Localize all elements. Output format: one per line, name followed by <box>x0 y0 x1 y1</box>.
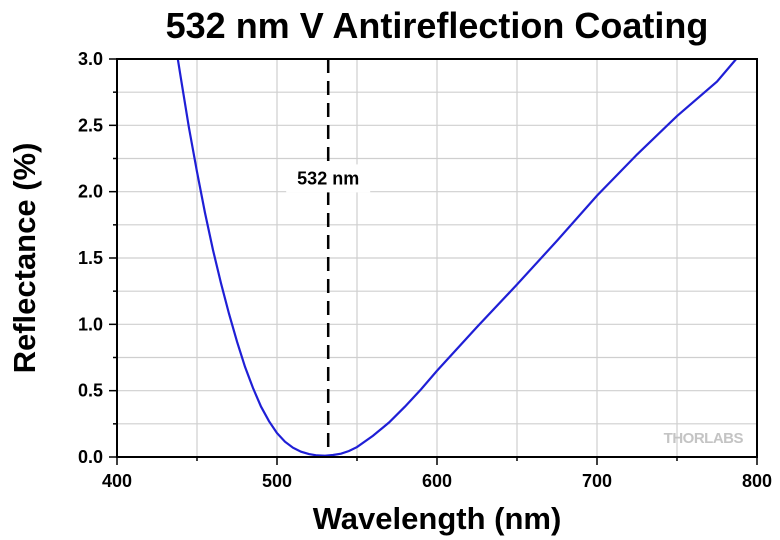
grid <box>117 59 757 457</box>
annotation-label: 532 nm <box>297 168 359 188</box>
x-tick-label: 700 <box>582 471 612 491</box>
x-tick-label: 600 <box>422 471 452 491</box>
x-tick-label: 400 <box>102 471 132 491</box>
x-tick-labels: 400 500 600 700 800 <box>102 471 772 491</box>
y-tick-label: 1.0 <box>78 314 103 334</box>
x-tick-label: 800 <box>742 471 772 491</box>
y-tick-label: 0.0 <box>78 447 103 467</box>
y-tick-label: 3.0 <box>78 49 103 69</box>
x-axis-label: Wavelength (nm) <box>313 501 562 536</box>
annotation-background <box>286 164 371 193</box>
y-tick-label: 0.5 <box>78 381 103 401</box>
chart-title: 532 nm V Antireflection Coating <box>166 5 709 46</box>
thorlabs-watermark: THORLABS <box>664 430 744 447</box>
y-tick-labels: 0.0 0.5 1.0 1.5 2.0 2.5 3.0 <box>78 49 103 467</box>
plot-frame <box>116 58 758 458</box>
y-tick-label: 2.0 <box>78 182 103 202</box>
x-tick-label: 500 <box>262 471 292 491</box>
axis-ticks <box>109 58 758 465</box>
y-tick-label: 1.5 <box>78 248 103 268</box>
series-line <box>176 58 738 457</box>
y-tick-label: 2.5 <box>78 115 103 135</box>
y-axis-label: Reflectance (%) <box>7 143 42 374</box>
